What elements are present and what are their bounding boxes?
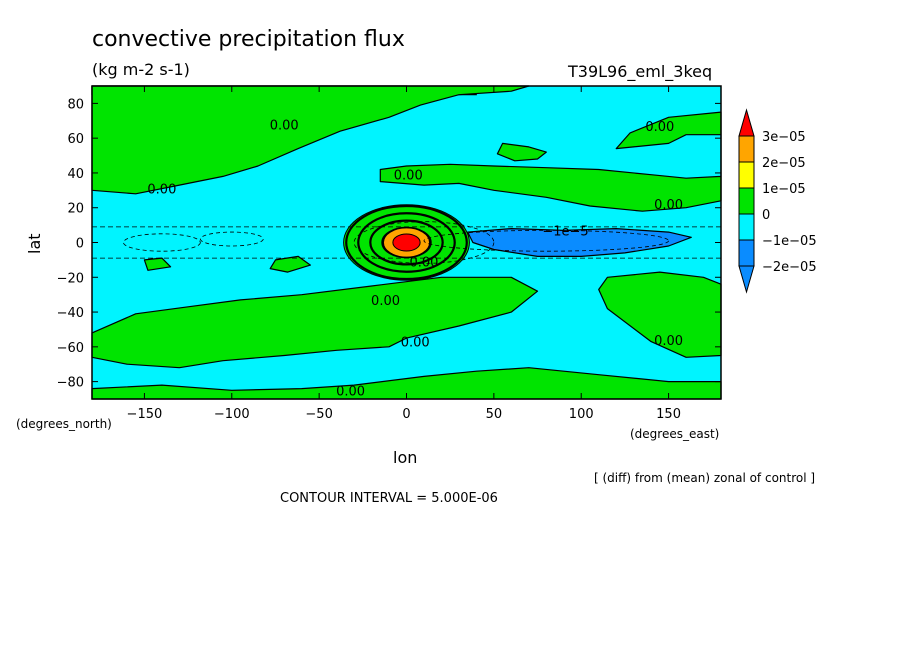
negative-region (467, 228, 692, 257)
colorbar-label: −1e−05 (762, 234, 817, 249)
contour-regions (91, 85, 722, 400)
contour-label: 0.00 (654, 334, 683, 349)
y-tick-label: 40 (67, 167, 84, 182)
positive-region (91, 85, 530, 195)
contour-label: 0.00 (270, 118, 299, 133)
positive-region (496, 142, 547, 162)
chart-title: convective precipitation flux (92, 27, 405, 52)
contour-label: −1e−5 (542, 224, 588, 239)
colorbar-max-triangle (738, 108, 755, 137)
dashed-contours (92, 221, 721, 264)
positive-region (379, 111, 722, 212)
plot-area: 0.00 0.00 0.00 0.00 0.00 −1e−5 0.00 0.00 0.00 0.0… (91, 85, 722, 400)
contour-label: 0.00 (654, 198, 683, 213)
positive-region (598, 271, 722, 358)
colorbar-swatch (738, 187, 755, 215)
x-unit-label: (degrees_east) (630, 427, 719, 441)
dashed-contour-loop (199, 231, 264, 247)
y-tick-label: −80 (57, 376, 84, 391)
y-tick-label: −60 (57, 341, 84, 356)
y-tick-label: 20 (67, 202, 84, 217)
contour-label: 0.00 (147, 183, 176, 198)
x-axis-label: lon (393, 448, 417, 467)
dashed-contour-loop (123, 233, 201, 252)
positive-region (143, 257, 172, 271)
contour-label: 0.00 (645, 120, 674, 135)
experiment-label: T39L96_eml_3keq (567, 62, 712, 82)
x-axis-ticks: −150 −100 −50 0 50 100 150 (127, 86, 681, 422)
convective-max-core (392, 233, 421, 252)
colorbar-label: −2e−05 (762, 260, 817, 275)
y-tick-label: 60 (67, 132, 84, 147)
contour-label: 0.00 (371, 294, 400, 309)
contour-label: 0.00 (336, 384, 365, 399)
y-tick-label: −40 (57, 306, 84, 321)
positive-region (269, 255, 311, 273)
positive-region (91, 276, 539, 369)
x-tick-label: 0 (402, 407, 410, 422)
x-tick-label: 150 (656, 407, 681, 422)
x-tick-label: −100 (214, 407, 250, 422)
dashed-contour-loop (423, 229, 669, 252)
convective-max-contour (357, 212, 456, 273)
y-tick-label: 80 (67, 97, 84, 112)
colorbar-label: 2e−05 (762, 156, 806, 171)
y-tick-label: 0 (76, 237, 84, 252)
x-tick-label: 50 (486, 407, 503, 422)
convective-max-contour (369, 219, 444, 266)
positive-region (91, 367, 722, 400)
y-unit-label: (degrees_north) (16, 417, 112, 431)
colorbar: 3e−05 2e−05 1e−05 0 −1e−05 −2e−05 (738, 108, 817, 294)
annotation-text: [ (diff) from (mean) zonal of control ] (594, 471, 815, 485)
y-tick-label: −20 (57, 271, 84, 286)
contour-label: 0.00 (394, 169, 423, 184)
x-tick-label: −50 (305, 407, 332, 422)
x-tick-label: 100 (569, 407, 594, 422)
colorbar-swatch (738, 239, 755, 267)
convective-max-contour (345, 204, 468, 281)
colorbar-label: 3e−05 (762, 130, 806, 145)
dashed-contour-loop (353, 221, 495, 264)
colorbar-swatch (738, 213, 755, 241)
y-axis-ticks: 80 60 40 20 0 −20 −40 −60 −80 (57, 97, 721, 391)
contour-interval-text: CONTOUR INTERVAL = 5.000E-06 (280, 491, 498, 506)
colorbar-label: 0 (762, 208, 770, 223)
contour-labels: 0.00 0.00 0.00 0.00 0.00 −1e−5 0.00 0.00 0.00 0.0… (147, 118, 683, 399)
colorbar-min-triangle (738, 265, 755, 294)
chart-units: (kg m-2 s-1) (92, 60, 190, 79)
colorbar-swatch (738, 135, 755, 163)
colorbar-label: 1e−05 (762, 182, 806, 197)
colorbar-swatch (738, 161, 755, 189)
y-axis-label: lat (25, 233, 44, 254)
contour-label: 0.00 (409, 256, 438, 271)
x-tick-label: −150 (127, 407, 163, 422)
contour-label: 0.00 (401, 336, 430, 351)
